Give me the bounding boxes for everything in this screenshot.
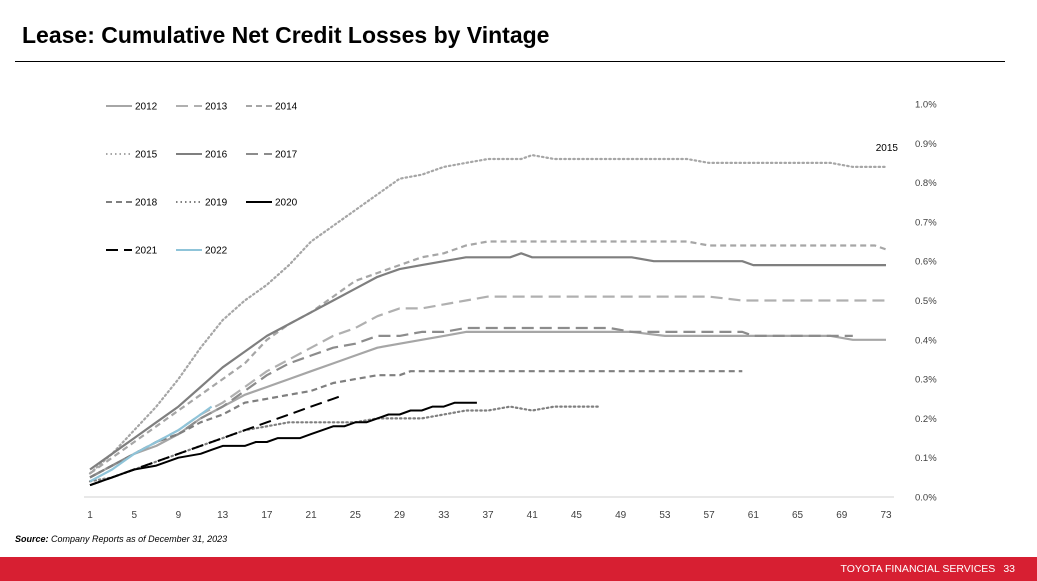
source-text: Company Reports as of December 31, 2023 — [51, 534, 228, 544]
x-tick-label: 13 — [217, 510, 229, 521]
x-tick-label: 53 — [659, 510, 671, 521]
series-line-2021 — [89, 393, 345, 487]
legend-label-2020: 2020 — [275, 198, 298, 209]
y-tick-label: 0.8% — [915, 178, 937, 189]
x-tick-label: 33 — [438, 510, 450, 521]
y-tick-label: 0.1% — [915, 453, 937, 464]
footer-bar: TOYOTA FINANCIAL SERVICES 33 — [0, 557, 1037, 581]
x-tick-label: 45 — [571, 510, 583, 521]
legend-label-2018: 2018 — [135, 198, 158, 209]
series-line-2019 — [88, 405, 600, 483]
x-tick-label: 57 — [704, 510, 716, 521]
x-tick-label: 9 — [176, 510, 182, 521]
legend-label-2015: 2015 — [135, 150, 158, 161]
y-tick-label: 0.7% — [915, 217, 937, 228]
x-tick-label: 61 — [748, 510, 760, 521]
legend-label-2016: 2016 — [205, 150, 228, 161]
y-tick-label: 1.0% — [915, 100, 937, 111]
x-tick-label: 69 — [836, 510, 848, 521]
x-tick-label: 41 — [527, 510, 539, 521]
series-line-2012 — [89, 330, 886, 479]
page-title: Lease: Cumulative Net Credit Losses by V… — [22, 22, 550, 48]
x-axis: 1 5 9 13 17 21 25 29 33 37 41 45 49 53 57 61 65 69 73 — [84, 496, 894, 521]
series-line-2017 — [89, 326, 853, 479]
series-line-2015 — [88, 154, 888, 475]
x-tick-label: 65 — [792, 510, 804, 521]
x-tick-label: 21 — [306, 510, 318, 521]
y-tick-label: 0.0% — [915, 493, 937, 504]
legend-label-2022: 2022 — [205, 246, 228, 257]
series-line-2014 — [89, 240, 887, 475]
chart-annotations: 2015 — [876, 143, 899, 154]
annotation-label: 2015 — [876, 143, 899, 154]
y-tick-label: 0.5% — [915, 296, 937, 307]
title-divider — [15, 61, 1005, 62]
source-label: Source: — [15, 534, 49, 544]
source-note: Source: Company Reports as of December 3… — [15, 534, 227, 544]
page-number: 33 — [1003, 563, 1015, 575]
chart-legend: 2012 2013 2014 2015 2016 2017 2018 2019 2020 2021… — [106, 102, 298, 257]
legend-label-2017: 2017 — [275, 150, 298, 161]
legend-label-2012: 2012 — [135, 102, 158, 113]
line-chart: 2012 2013 2014 2015 2016 2017 2018 2019 2020 2021… — [84, 100, 937, 521]
legend-label-2019: 2019 — [205, 198, 228, 209]
x-tick-label: 1 — [87, 510, 93, 521]
y-tick-label: 0.4% — [915, 335, 937, 346]
x-tick-label: 5 — [131, 510, 137, 521]
y-tick-label: 0.2% — [915, 414, 937, 425]
x-tick-label: 49 — [615, 510, 627, 521]
series-line-2016 — [89, 252, 886, 471]
y-tick-label: 0.6% — [915, 257, 937, 268]
footer-text: TOYOTA FINANCIAL SERVICES 33 — [832, 563, 1015, 575]
x-tick-label: 37 — [482, 510, 494, 521]
x-tick-label: 25 — [350, 510, 362, 521]
series-line-2018 — [89, 370, 743, 479]
y-tick-label: 0.9% — [915, 139, 937, 150]
legend-label-2013: 2013 — [205, 102, 228, 113]
y-axis: 0.0% 0.1% 0.2% 0.3% 0.4% 0.5% 0.6% 0.7% 0.8% 0.9%… — [915, 100, 937, 504]
x-tick-label: 17 — [261, 510, 273, 521]
series-line-2022 — [89, 405, 213, 483]
plot-area — [88, 154, 888, 487]
x-tick-label: 29 — [394, 510, 406, 521]
series-line-2020 — [89, 401, 477, 487]
y-tick-label: 0.3% — [915, 375, 937, 386]
x-tick-label: 73 — [880, 510, 892, 521]
legend-label-2014: 2014 — [275, 102, 298, 113]
legend-label-2021: 2021 — [135, 246, 158, 257]
footer-company: TOYOTA FINANCIAL SERVICES — [840, 563, 996, 575]
